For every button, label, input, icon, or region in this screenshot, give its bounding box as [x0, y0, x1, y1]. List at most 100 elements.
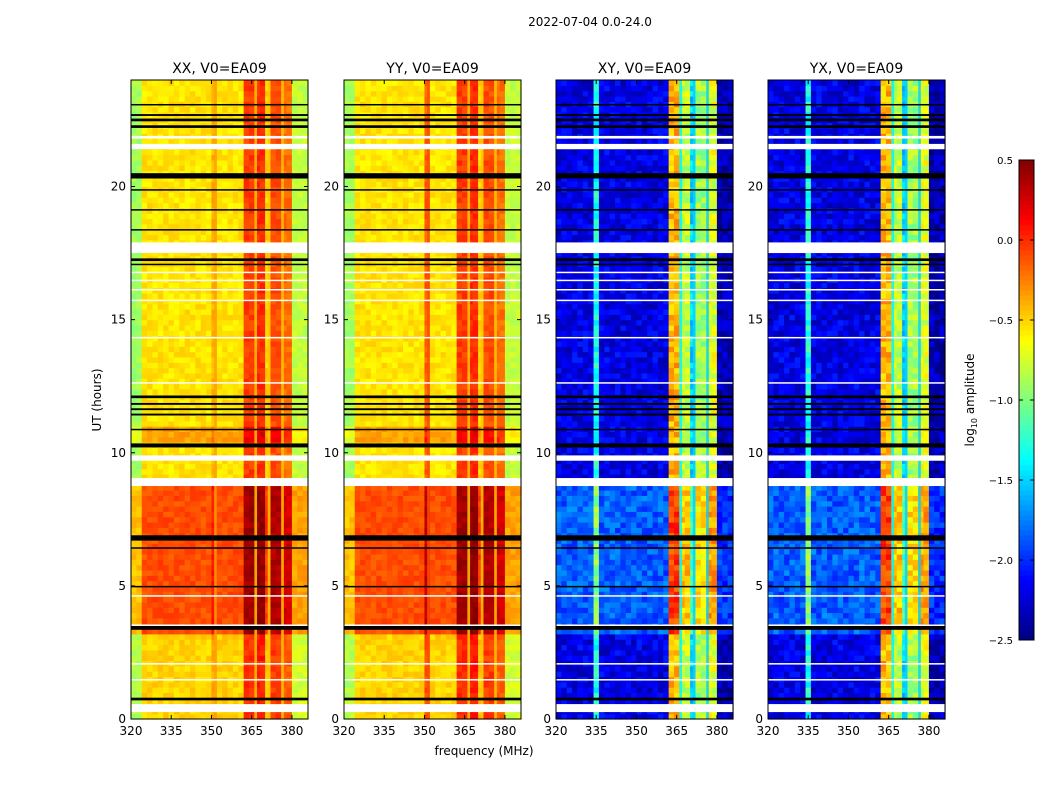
heatmap-cell [136, 575, 142, 581]
heatmap-cell [169, 341, 175, 347]
heatmap-cell [276, 352, 282, 358]
heatmap-cell [131, 613, 137, 619]
heatmap-cell [185, 373, 191, 379]
heatmap-cell [392, 581, 398, 587]
heatmap-cell [163, 692, 169, 698]
heatmap-cell [131, 192, 137, 198]
heatmap-cell [185, 208, 191, 214]
heatmap-cell [174, 202, 180, 208]
heatmap-cell [147, 314, 153, 320]
heatmap-cell [179, 192, 185, 198]
heatmap-cell [371, 602, 377, 608]
heatmap-cell [287, 431, 293, 437]
heatmap-cell [131, 495, 137, 501]
heatmap-cell [217, 559, 223, 565]
heatmap-cell [195, 602, 201, 608]
heatmap-cell [179, 330, 185, 336]
heatmap-cell [292, 501, 298, 507]
heatmap-cell [244, 463, 250, 469]
heatmap-cell [185, 192, 191, 198]
heatmap-cell [179, 495, 185, 501]
heatmap-cell [169, 431, 175, 437]
heatmap-cell [287, 522, 293, 528]
heatmap-cell [233, 565, 239, 571]
heatmap-cell [222, 155, 228, 161]
heatmap-cell [174, 575, 180, 581]
heatmap-cell [249, 325, 255, 331]
heatmap-cell [174, 692, 180, 698]
heatmap-cell [446, 602, 452, 608]
heatmap-cell [174, 687, 180, 693]
heatmap-cell [158, 352, 164, 358]
heatmap-cell [217, 357, 223, 363]
heatmap-cell [419, 581, 425, 587]
heatmap-cell [152, 692, 158, 698]
heatmap-cell [201, 559, 207, 565]
heatmap-cell [142, 389, 148, 395]
heatmap-cell [179, 692, 185, 698]
heatmap-cell [344, 618, 350, 624]
heatmap-cell [136, 495, 142, 501]
flagged-row [131, 119, 308, 122]
heatmap-cell [260, 437, 266, 443]
heatmap-cell [217, 415, 223, 421]
heatmap-cell [136, 437, 142, 443]
heatmap-cell [217, 320, 223, 326]
heatmap-cell [233, 362, 239, 368]
heatmap-cell [222, 437, 228, 443]
heatmap-cell [457, 634, 463, 640]
heatmap-cell [190, 330, 196, 336]
heatmap-cell [195, 559, 201, 565]
heatmap-cell [152, 85, 158, 91]
heatmap-cell [217, 213, 223, 219]
heatmap-cell [131, 368, 137, 374]
heatmap-cell [344, 607, 350, 613]
heatmap-cell [217, 165, 223, 171]
heatmap-cell [185, 602, 191, 608]
heatmap-cell [169, 91, 175, 97]
heatmap-cell [297, 213, 303, 219]
heatmap-cell [222, 597, 228, 603]
heatmap-cell [441, 597, 447, 603]
heatmap-cell [249, 490, 255, 496]
heatmap-cell [249, 218, 255, 224]
heatmap-cell [217, 234, 223, 240]
heatmap-cell [292, 202, 298, 208]
heatmap-cell [185, 80, 191, 86]
heatmap-cell [190, 160, 196, 166]
heatmap-cell [287, 304, 293, 310]
heatmap-cell [142, 565, 148, 571]
heatmap-cell [217, 91, 223, 97]
heatmap-cell [174, 431, 180, 437]
heatmap-cell [195, 671, 201, 677]
heatmap-cell [355, 655, 361, 661]
heatmap-cell [174, 495, 180, 501]
heatmap-cell [174, 655, 180, 661]
heatmap-cell [136, 671, 142, 677]
heatmap-cell [222, 362, 228, 368]
heatmap-cell [206, 192, 212, 198]
x-tick-label: 350 [200, 724, 223, 738]
y-tick-label: 5 [118, 579, 126, 593]
heatmap-cell [276, 107, 282, 113]
heatmap-cell [387, 570, 393, 576]
heatmap-cell [131, 80, 137, 86]
heatmap-cell [142, 431, 148, 437]
heatmap-cell [249, 357, 255, 363]
heatmap-cell [297, 597, 303, 603]
heatmap-cell [131, 634, 137, 640]
heatmap-cell [174, 570, 180, 576]
heatmap-cell [222, 421, 228, 427]
heatmap-cell [500, 570, 506, 576]
heatmap-cell [185, 352, 191, 358]
heatmap-cell [158, 581, 164, 587]
heatmap-cell [505, 644, 511, 650]
heatmap-cell [201, 607, 207, 613]
heatmap-cell [297, 692, 303, 698]
heatmap-cell [179, 373, 185, 379]
heatmap-cell [244, 85, 250, 91]
heatmap-cell [270, 282, 276, 288]
heatmap-cell [292, 682, 298, 688]
heatmap-cell [179, 325, 185, 331]
